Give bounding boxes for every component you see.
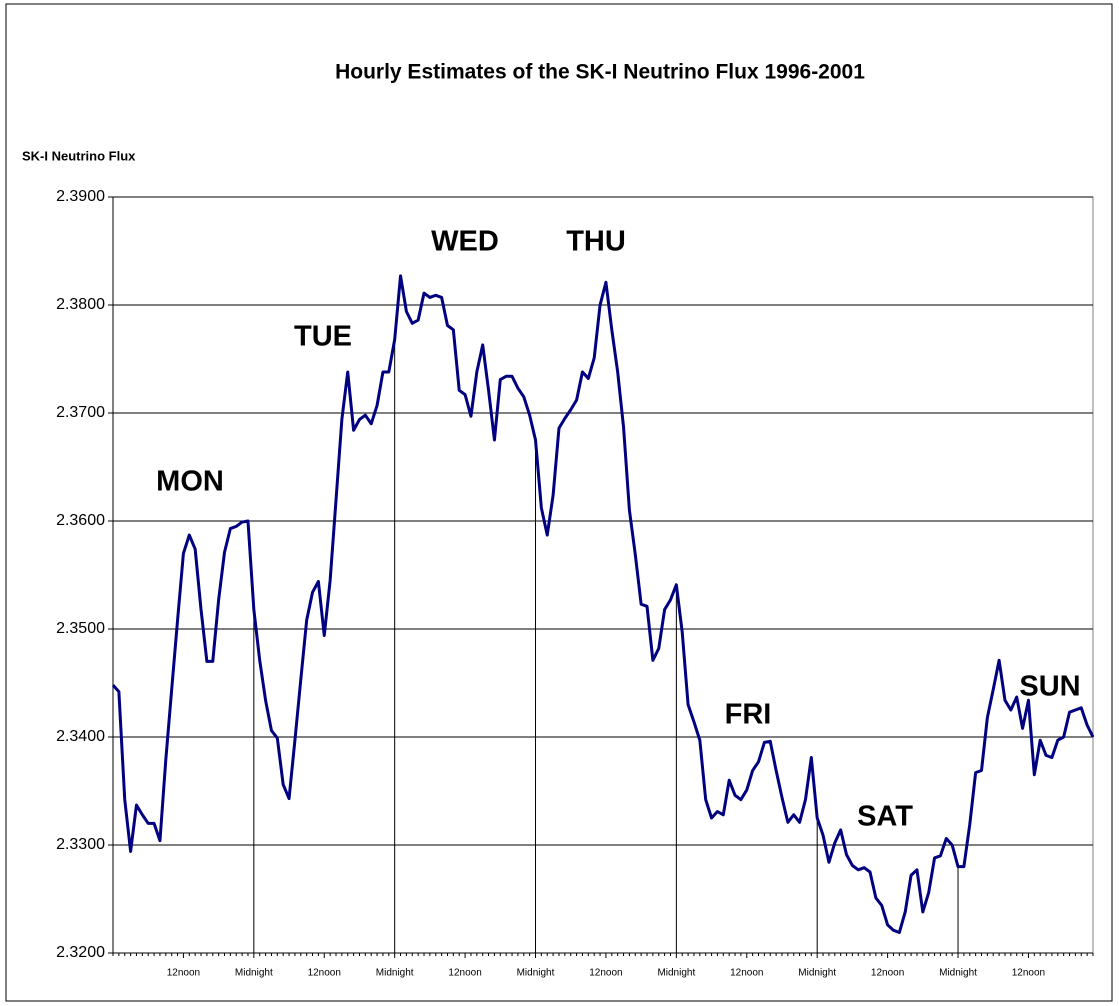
x-tick-label: 12noon [1012,968,1045,979]
x-tick-label: Midnight [235,968,273,979]
y-tick-label: 2.3600 [56,512,105,529]
x-tick-label: 12noon [589,968,622,979]
x-tick-label: 12noon [167,968,200,979]
day-label: WED [431,226,499,258]
day-label: SAT [857,801,913,833]
day-label: MON [156,466,224,498]
y-axis-title: SK-I Neutrino Flux [22,148,136,163]
data-line [111,274,1095,934]
y-tick-label: 2.3200 [56,944,105,961]
x-tick-label: Midnight [798,968,836,979]
x-tick-label: Midnight [657,968,695,979]
y-tick-label: 2.3700 [56,404,105,421]
day-label: THU [566,226,626,258]
x-tick-label: 12noon [448,968,481,979]
y-tick-label: 2.3800 [56,296,105,313]
day-label: SUN [1019,671,1080,703]
day-label: FRI [725,699,772,731]
x-tick-label: Midnight [939,968,977,979]
x-tick-label: 12noon [308,968,341,979]
day-label: TUE [294,321,352,353]
x-tick-label: 12noon [871,968,904,979]
x-tick-label: Midnight [376,968,414,979]
y-tick-label: 2.3400 [56,728,105,745]
y-tick-label: 2.3300 [56,836,105,853]
x-tick-label: Midnight [517,968,555,979]
plot-area [112,196,1094,954]
y-tick-label: 2.3500 [56,620,105,637]
x-tick-label: 12noon [730,968,763,979]
chart-title: Hourly Estimates of the SK-I Neutrino Fl… [335,61,865,84]
y-tick-label: 2.3900 [56,188,105,205]
